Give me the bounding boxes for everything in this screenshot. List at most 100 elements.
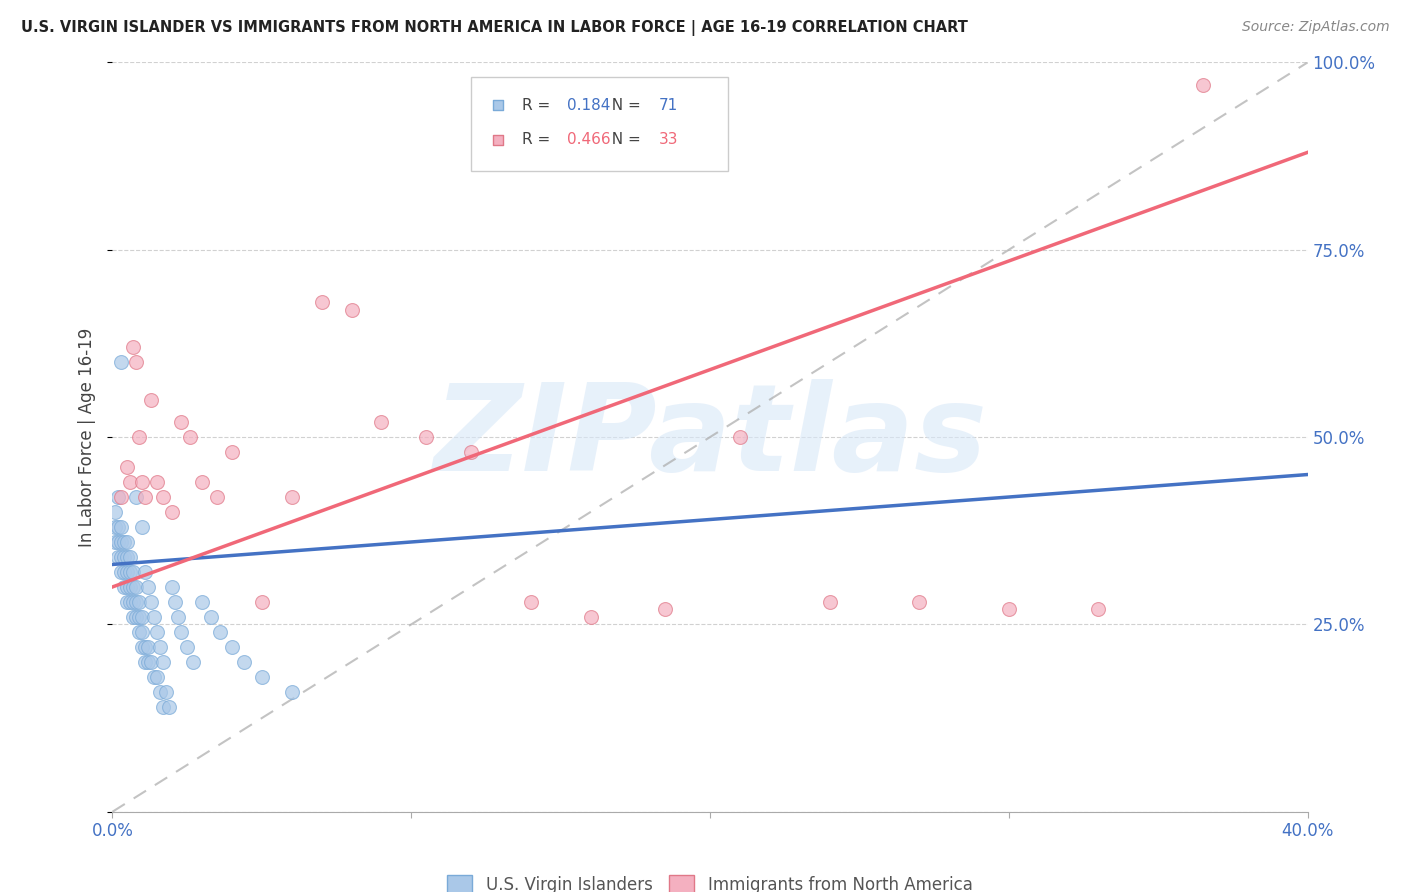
Point	[110, 549, 132, 564]
Point	[120, 565, 142, 579]
Point	[311, 295, 333, 310]
Point	[370, 415, 392, 429]
Point	[134, 565, 156, 579]
Point	[728, 430, 751, 444]
Point	[1192, 78, 1215, 92]
Point	[107, 520, 129, 534]
Point	[125, 355, 148, 369]
Text: ZIPatlas: ZIPatlas	[433, 378, 987, 496]
Point	[146, 624, 169, 639]
Point	[200, 610, 222, 624]
Point	[208, 624, 231, 639]
Point	[110, 565, 132, 579]
Point	[125, 595, 148, 609]
Point	[141, 595, 163, 609]
Point	[143, 610, 166, 624]
Point	[114, 549, 135, 564]
Point	[134, 655, 156, 669]
Point	[149, 640, 172, 654]
Point	[250, 595, 273, 609]
FancyBboxPatch shape	[471, 78, 728, 171]
Point	[128, 430, 150, 444]
Point	[138, 640, 160, 654]
Point	[120, 580, 142, 594]
Point	[152, 655, 174, 669]
Point	[146, 670, 169, 684]
Point	[149, 685, 172, 699]
Text: R =: R =	[523, 132, 555, 147]
Point	[117, 580, 139, 594]
Point	[1066, 133, 1088, 147]
Text: 0.184: 0.184	[567, 97, 610, 112]
Point	[250, 670, 273, 684]
Point	[908, 595, 931, 609]
Point	[122, 340, 145, 354]
Point	[138, 655, 160, 669]
Point	[125, 490, 148, 504]
Point	[179, 430, 201, 444]
Point	[134, 490, 156, 504]
Point	[181, 655, 204, 669]
Point	[205, 490, 228, 504]
Point	[170, 624, 193, 639]
Point	[104, 505, 127, 519]
Text: 71: 71	[658, 97, 678, 112]
Point	[122, 565, 145, 579]
Point	[110, 520, 132, 534]
Point	[157, 699, 180, 714]
Y-axis label: In Labor Force | Age 16-19: In Labor Force | Age 16-19	[77, 327, 96, 547]
Point	[152, 699, 174, 714]
Point	[107, 549, 129, 564]
Point	[110, 355, 132, 369]
Point	[114, 535, 135, 549]
Point	[162, 505, 183, 519]
Point	[191, 595, 214, 609]
Point	[131, 475, 153, 489]
Text: N =: N =	[602, 97, 647, 112]
Point	[281, 685, 304, 699]
Point	[125, 610, 148, 624]
Point	[104, 520, 127, 534]
Point	[131, 640, 153, 654]
Point	[162, 580, 183, 594]
Point	[654, 602, 676, 616]
Text: R =: R =	[523, 97, 555, 112]
Point	[114, 565, 135, 579]
Point	[152, 490, 174, 504]
Point	[281, 490, 304, 504]
Point	[120, 475, 142, 489]
Point	[117, 460, 139, 475]
Point	[146, 475, 169, 489]
Point	[221, 640, 243, 654]
Point	[141, 392, 163, 407]
Point	[107, 535, 129, 549]
Point	[460, 445, 482, 459]
Point	[120, 549, 142, 564]
Point	[131, 624, 153, 639]
Point	[104, 535, 127, 549]
Point	[131, 520, 153, 534]
Point	[1066, 98, 1088, 112]
Point	[117, 549, 139, 564]
Point	[134, 640, 156, 654]
Point	[122, 595, 145, 609]
Point	[122, 580, 145, 594]
Point	[520, 595, 543, 609]
Point	[232, 655, 256, 669]
Point	[165, 595, 187, 609]
Point	[176, 640, 198, 654]
Point	[122, 610, 145, 624]
Point	[128, 624, 150, 639]
Text: N =: N =	[602, 132, 647, 147]
Point	[114, 580, 135, 594]
Point	[117, 595, 139, 609]
Point	[155, 685, 177, 699]
Point	[128, 595, 150, 609]
Point	[107, 490, 129, 504]
Text: U.S. VIRGIN ISLANDER VS IMMIGRANTS FROM NORTH AMERICA IN LABOR FORCE | AGE 16-19: U.S. VIRGIN ISLANDER VS IMMIGRANTS FROM …	[21, 20, 967, 36]
Point	[110, 535, 132, 549]
Point	[125, 580, 148, 594]
Point	[818, 595, 841, 609]
Point	[110, 490, 132, 504]
Point	[138, 580, 160, 594]
